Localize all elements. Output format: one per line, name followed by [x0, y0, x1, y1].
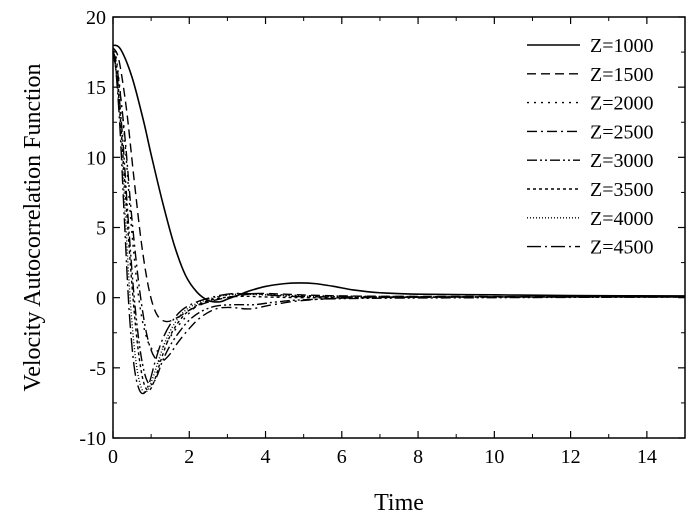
- legend-label-5: Z=3000: [590, 150, 654, 172]
- series-line-8: [112, 50, 685, 395]
- y-tick-label: 10: [86, 147, 106, 169]
- series-line-4: [112, 51, 686, 362]
- y-axis-title: Velocity Autocorrelation Function: [20, 64, 46, 392]
- x-tick-label: 8: [413, 446, 423, 468]
- legend-label-2: Z=1500: [590, 64, 654, 86]
- legend-label-1: Z=1000: [590, 35, 654, 57]
- x-tick-label: 10: [484, 446, 504, 468]
- y-tick-label: -5: [89, 358, 106, 380]
- legend-label-8: Z=4500: [590, 237, 654, 259]
- x-tick-label: 14: [637, 446, 657, 468]
- y-tick-label: 0: [96, 288, 106, 310]
- x-tick-label: 4: [261, 446, 271, 468]
- legend-label-7: Z=4000: [590, 208, 654, 230]
- x-tick-label: 6: [337, 446, 347, 468]
- series-layer: [112, 44, 686, 395]
- y-tick-label: 20: [86, 7, 106, 29]
- ticks-layer: 0 2 4 6 8 10 12 14 -10 -5 0 5 10 15 20: [79, 7, 685, 468]
- legend-label-3: Z=2000: [590, 93, 654, 115]
- series-line-6: [112, 53, 686, 392]
- legend-label-6: Z=3500: [590, 179, 654, 201]
- y-tick-label: 5: [96, 218, 106, 240]
- x-tick-label: 0: [108, 446, 118, 468]
- legend: Z=1000 Z=1500 Z=2000 Z=2500 Z=3000 Z=3500 Z=40…: [527, 35, 654, 259]
- legend-label-4: Z=2500: [590, 121, 654, 143]
- x-axis-title: Time: [374, 490, 424, 516]
- y-tick-label: 15: [86, 77, 106, 99]
- x-tick-label: 12: [561, 446, 581, 468]
- y-tick-label: -10: [79, 428, 106, 450]
- series-line-1: [112, 44, 686, 303]
- x-tick-label: 2: [184, 446, 194, 468]
- series-line-5: [112, 53, 686, 386]
